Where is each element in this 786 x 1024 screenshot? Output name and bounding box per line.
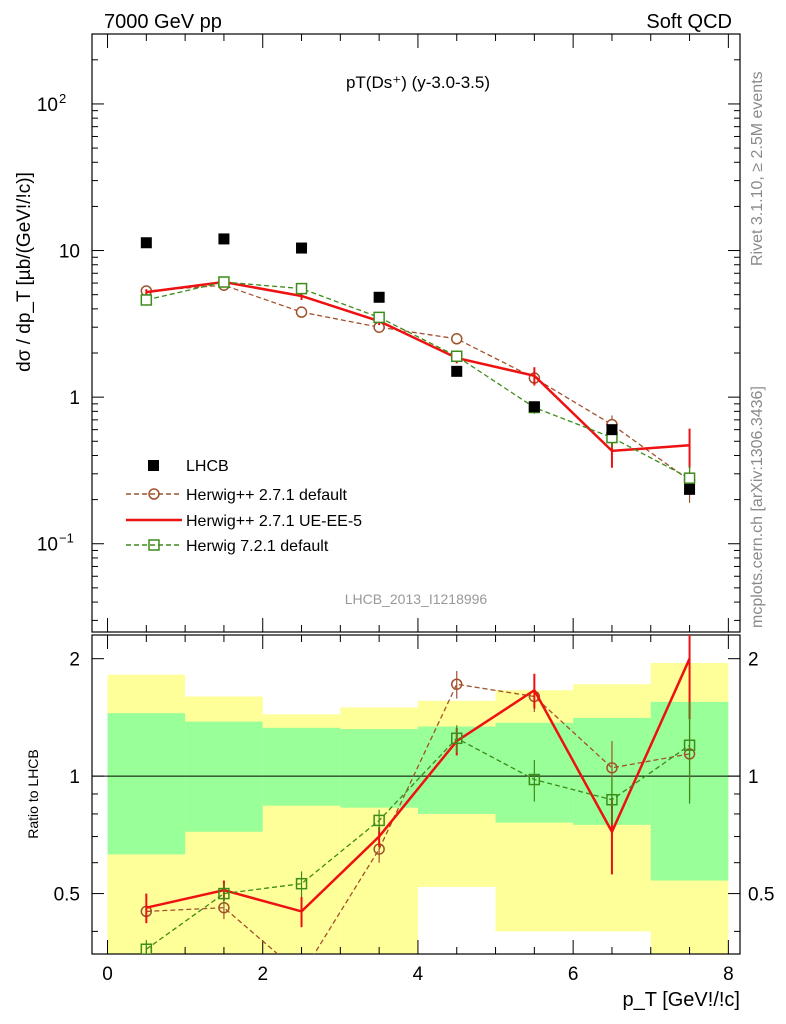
legend-marker-herwig721-default: [148, 539, 160, 551]
main-panel-frame: [91, 33, 741, 633]
ratio-y-tick-label: 1: [69, 767, 80, 788]
y-tick-label: 10: [59, 242, 80, 263]
ratio-y-axis-label: Ratio to LHCB: [25, 749, 41, 838]
ratio-uncertainty-bands: [92, 662, 740, 954]
y-tick-label-exponent: 2: [59, 91, 66, 106]
legend-marker-lhcb: [148, 460, 159, 471]
point-herwig721-default: [373, 311, 385, 324]
ratio-point-herwig721-default: [683, 739, 696, 751]
legend-label-herwig721-default: Herwig 7.2.1 default: [186, 538, 329, 555]
ratio-line-herwig271-ueee5: [146, 658, 691, 913]
point-herwig271-default: [450, 333, 463, 345]
x-axis-label: p_T [GeV!/!c]: [623, 989, 740, 1011]
ratio-point-herwig721-default: [373, 814, 385, 827]
y-tick-label: 10: [37, 535, 58, 556]
legend-label-herwig271-default: Herwig++ 2.7.1 default: [186, 487, 348, 504]
data-point-lhcb: [684, 483, 696, 495]
main-panel-title: pT(Ds⁺) (y-3.0-3.5): [346, 73, 490, 92]
data-point-lhcb: [218, 233, 230, 245]
series-line-herwig271-default: [146, 284, 690, 482]
legend: LHCB Herwig++ 2.7.1 default Herwig++ 2.7…: [126, 458, 362, 555]
point-herwig271-default: [295, 306, 308, 318]
ratio-line-herwig271-default: [146, 683, 690, 954]
header-process-label: Soft QCD: [646, 11, 732, 33]
ratio-y-tick-label: 2: [69, 650, 80, 671]
ratio-y-tick-label-right: 2: [748, 650, 759, 671]
point-herwig721-default: [683, 472, 696, 484]
legend-label-herwig271-ueee5: Herwig++ 2.7.1 UE-EE-5: [186, 513, 362, 530]
ratio-point-herwig721-default: [450, 732, 463, 745]
series-line-herwig271-ueee5: [146, 280, 690, 453]
ratio-panel-series: [140, 635, 696, 980]
point-herwig721-default: [450, 350, 463, 363]
point-herwig721-default: [295, 282, 308, 295]
analysis-watermark: LHCB_2013_I1218996: [345, 591, 488, 607]
point-herwig721-default: [140, 294, 153, 306]
ratio-point-herwig271-default: [297, 970, 307, 980]
ratio-band-inner: [185, 721, 263, 832]
x-tick-label: 0: [102, 964, 113, 985]
main-panel-series: [140, 233, 696, 503]
ratio-point-herwig721-default: [528, 773, 541, 786]
legend-label-lhcb: LHCB: [186, 458, 229, 475]
x-tick-label: 4: [413, 964, 424, 985]
ratio-point-herwig721-default: [295, 877, 308, 890]
x-tick-label: 8: [723, 964, 734, 985]
y-tick-label-exponent: −1: [59, 531, 74, 546]
ratio-line-herwig721-default: [145, 737, 690, 950]
rivet-version-label: Rivet 3.1.10, ≥ 2.5M events: [749, 71, 766, 266]
ratio-y-tick-label-right: 1: [748, 767, 759, 788]
ratio-band-inner: [262, 727, 341, 806]
x-tick-label: 6: [568, 964, 579, 985]
data-point-lhcb: [296, 242, 308, 254]
y-tick-label: 1: [69, 388, 80, 409]
ratio-band-inner: [340, 729, 418, 808]
data-point-lhcb: [451, 365, 463, 377]
ratio-point-herwig721-default: [218, 887, 230, 900]
x-tick-label: 2: [257, 964, 268, 985]
data-point-lhcb: [528, 401, 540, 413]
point-herwig721-default: [218, 276, 230, 288]
data-point-lhcb: [140, 237, 152, 249]
data-point-lhcb: [373, 291, 385, 303]
ratio-point-herwig721-default: [606, 793, 618, 806]
y-tick-label: 10: [37, 95, 58, 116]
legend-marker-herwig271-default: [148, 488, 160, 500]
header-collision-label: 7000 GeV pp: [104, 11, 222, 33]
mcplots-label: mcplots.cern.ch [arXiv:1306.3436]: [749, 386, 766, 628]
axes: [91, 33, 741, 955]
ratio-point-herwig721-default: [140, 943, 153, 954]
series-line-herwig721-default: [146, 281, 690, 479]
main-y-axis-label: dσ / dp_T [µb/(GeV!/!c)]: [14, 172, 35, 372]
data-point-lhcb: [606, 424, 618, 436]
ratio-band-inner: [107, 713, 186, 855]
ratio-point-herwig271-default: [450, 678, 463, 690]
ratio-point-herwig271-default: [606, 762, 618, 774]
ratio-y-tick-label-right: 0.5: [748, 885, 774, 906]
ratio-panel-frame: [91, 634, 741, 955]
ratio-y-tick-label: 0.5: [54, 885, 80, 906]
